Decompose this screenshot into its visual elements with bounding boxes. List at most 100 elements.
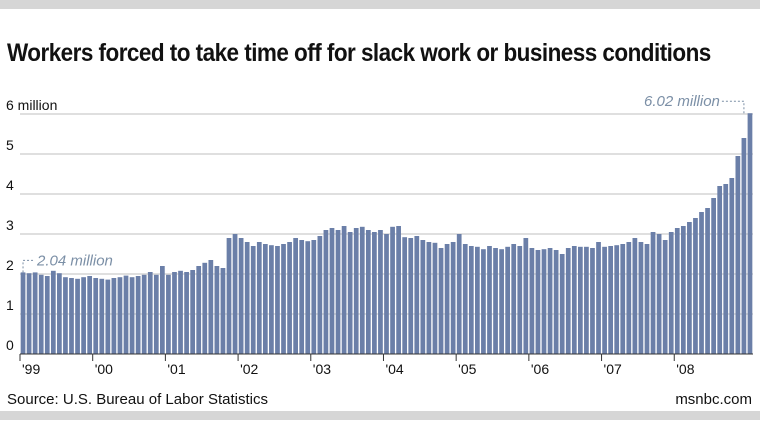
bar (396, 226, 401, 354)
bar (662, 240, 668, 354)
bar (141, 274, 147, 354)
bar (184, 272, 189, 354)
bar (729, 178, 735, 354)
bar (481, 249, 486, 354)
bar (244, 242, 250, 354)
y-tick-label: 2 (6, 257, 14, 273)
bar (517, 246, 523, 354)
bar (208, 260, 214, 354)
y-tick-label: 6 million (6, 97, 57, 113)
bar (50, 270, 56, 354)
bar (99, 278, 105, 354)
bar (129, 277, 135, 354)
bar (674, 228, 680, 354)
bar (269, 245, 274, 354)
bar (638, 242, 644, 354)
x-tick-label: '03 (313, 361, 331, 377)
bar (680, 226, 686, 354)
y-tick-label: 0 (6, 337, 14, 353)
bar (608, 246, 614, 354)
bar (166, 274, 171, 354)
source-note: Source: U.S. Bureau of Labor Statistics (7, 391, 268, 408)
chart-frame: Workers forced to take time off for slac… (0, 0, 760, 420)
bar (705, 208, 710, 354)
bar (384, 234, 389, 354)
y-tick-label: 3 (6, 217, 14, 233)
bar (135, 276, 141, 354)
bar (450, 242, 456, 354)
bar (584, 246, 589, 354)
bar (475, 246, 480, 354)
bar (93, 278, 99, 354)
bar (602, 246, 607, 354)
bar (281, 244, 286, 354)
bar (614, 245, 620, 354)
x-tick-label: '01 (167, 361, 185, 377)
x-tick-label: '00 (95, 361, 113, 377)
x-axis: '99 '00 '01 '02 '03 '04 '05 '06 '07 '08 (19, 353, 753, 377)
x-tick-label: '07 (604, 361, 622, 377)
bar (577, 246, 583, 354)
bar (190, 270, 196, 354)
bar (402, 237, 408, 354)
bar (329, 228, 335, 354)
bars (20, 113, 753, 354)
bar (196, 266, 202, 354)
brand-label: msnbc.com (675, 391, 752, 408)
bar (378, 230, 383, 354)
bar (547, 248, 553, 354)
bar (335, 230, 341, 354)
y-axis-ticks: 0 1 2 3 4 5 6 million (6, 97, 57, 353)
bar (75, 278, 80, 354)
bar (699, 212, 704, 354)
bar (20, 272, 26, 354)
x-tick-label: '06 (531, 361, 549, 377)
y-tick-label: 5 (6, 137, 14, 153)
x-tick-label: '04 (385, 361, 403, 377)
x-tick-label: '08 (676, 361, 694, 377)
bar (26, 273, 32, 354)
bar (311, 240, 317, 354)
bar (553, 250, 559, 354)
bar (57, 273, 62, 354)
annotation-label: 2.04 million (36, 252, 113, 269)
x-tick-label: '02 (240, 361, 258, 377)
bar (172, 272, 177, 354)
bar (668, 232, 674, 354)
bar (456, 234, 462, 354)
bar (711, 198, 716, 354)
bar (365, 230, 371, 354)
bar (305, 241, 311, 354)
bar (178, 270, 183, 354)
bar (493, 248, 498, 354)
bar (693, 218, 698, 354)
bar (596, 242, 601, 354)
bar (256, 242, 262, 354)
bar (347, 232, 353, 354)
bar (153, 274, 159, 354)
bar (287, 242, 292, 354)
bar (202, 262, 208, 354)
bar (541, 249, 547, 354)
x-tick-label: '05 (458, 361, 476, 377)
bar (620, 244, 626, 354)
annotations: 2.04 million 6.02 million (22, 93, 745, 273)
annotation-label: 6.02 million (644, 93, 720, 110)
bar (426, 242, 432, 354)
bar (487, 246, 492, 354)
bar (656, 234, 662, 354)
bar (687, 222, 692, 354)
y-tick-label: 1 (6, 297, 14, 313)
bar (275, 246, 280, 354)
y-tick-label: 4 (6, 177, 14, 193)
bar (499, 249, 504, 354)
bar (323, 230, 329, 354)
bar (160, 266, 165, 354)
bar (535, 250, 541, 354)
bar (523, 238, 529, 354)
bar (444, 244, 450, 354)
bar (353, 228, 359, 354)
bar (105, 279, 111, 354)
bar (626, 242, 632, 354)
bar (747, 113, 753, 354)
